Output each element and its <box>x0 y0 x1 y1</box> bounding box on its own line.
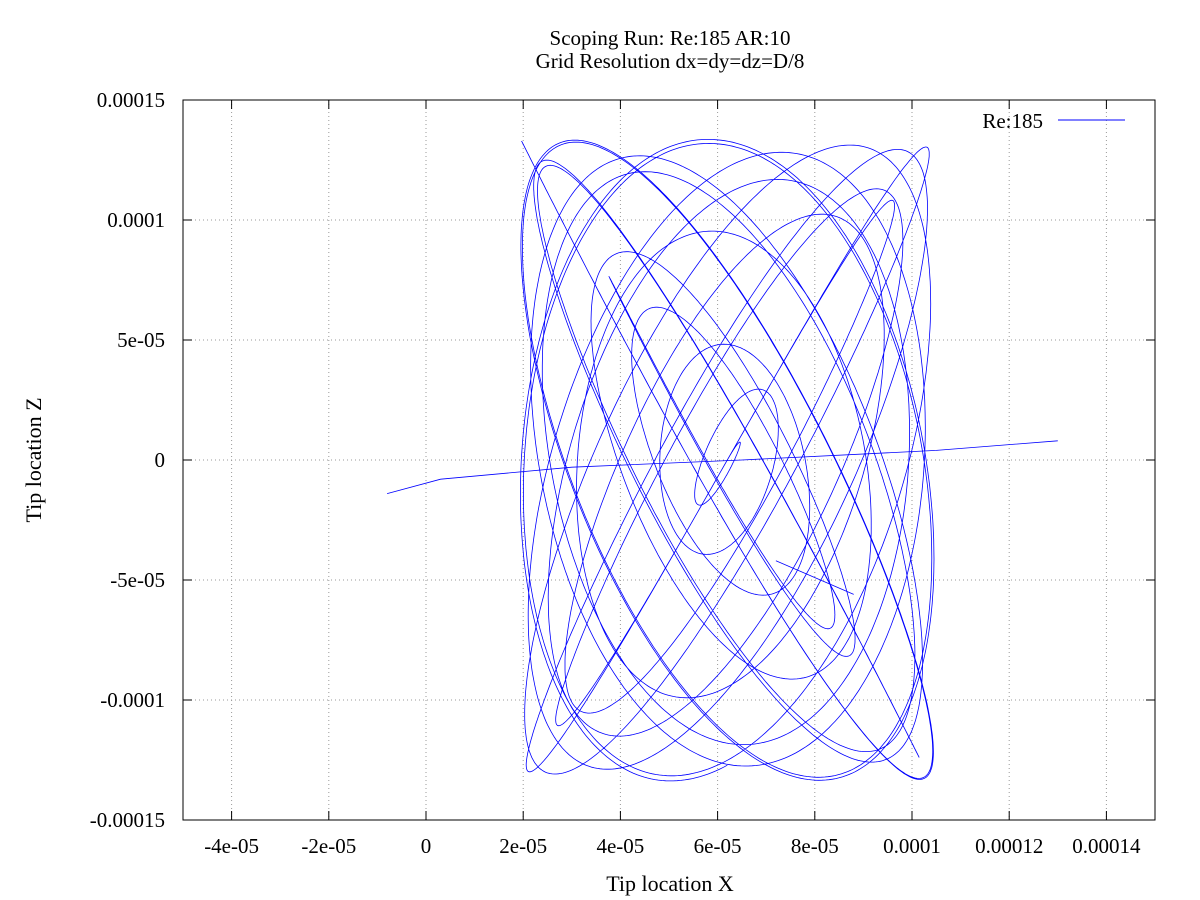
y-tick-label: 0 <box>155 448 166 472</box>
x-axis-label: Tip location X <box>606 871 734 896</box>
chart-title: Scoping Run: Re:185 AR:10 <box>549 26 791 50</box>
y-tick-label: -5e-05 <box>110 568 165 592</box>
y-tick-labels: 0.00015 0.0001 5e-05 0 -5e-05 -0.0001 -0.00015 <box>90 88 165 832</box>
y-tick-label: 0.0001 <box>107 208 165 232</box>
grid-lines <box>183 99 1155 821</box>
series-segment <box>386 440 1058 494</box>
x-tick-label: 0.00014 <box>1072 834 1141 858</box>
series-layer <box>386 138 1058 782</box>
series-segment <box>775 560 854 595</box>
x-tick-label: 4e-05 <box>596 834 644 858</box>
legend-label: Re:185 <box>982 109 1043 133</box>
x-tick-label: 0.0001 <box>883 834 941 858</box>
chart-subtitle: Grid Resolution dx=dy=dz=D/8 <box>535 49 805 73</box>
y-tick-label: -0.0001 <box>100 688 165 712</box>
series-line <box>520 138 935 782</box>
y-axis-label: Tip location Z <box>21 397 46 523</box>
x-tick-label: -2e-05 <box>301 834 356 858</box>
x-tick-label: 8e-05 <box>791 834 839 858</box>
x-tick-label: 0.00012 <box>975 834 1043 858</box>
x-tick-labels: -4e-05 -2e-05 0 2e-05 4e-05 6e-05 8e-05 0.0001 0… <box>204 834 1141 858</box>
x-tick-label: 0 <box>421 834 432 858</box>
y-tick-label: -0.00015 <box>90 808 165 832</box>
x-tick-label: 6e-05 <box>694 834 742 858</box>
x-tick-label: -4e-05 <box>204 834 259 858</box>
y-tick-label: 5e-05 <box>117 328 165 352</box>
x-tick-label: 2e-05 <box>499 834 547 858</box>
plot-frame <box>182 99 1156 821</box>
y-tick-label: 0.00015 <box>97 88 165 112</box>
